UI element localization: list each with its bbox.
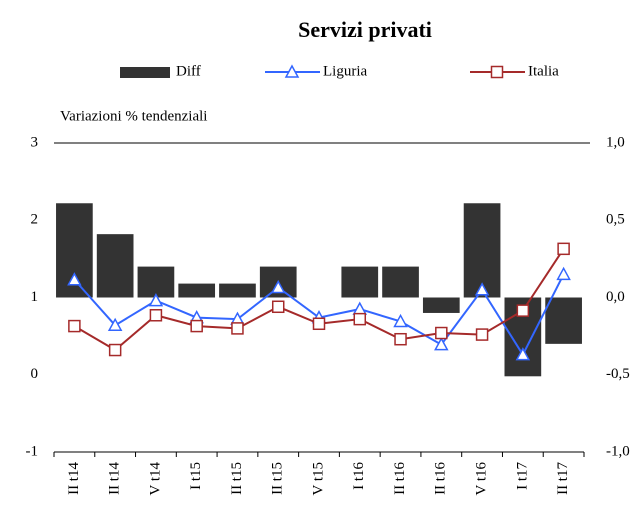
- marker: [353, 312, 367, 326]
- x-tick-label: I t16: [351, 462, 367, 490]
- legend-label: Italia: [528, 63, 559, 79]
- marker: [435, 326, 448, 340]
- bar: [545, 297, 582, 344]
- y-tick-label: -1: [26, 443, 39, 459]
- y-tick-label: 0: [31, 366, 39, 382]
- x-tick-label: II t17: [555, 462, 571, 495]
- y2-tick-label: -0,5: [606, 366, 630, 382]
- x-tick-label: II t16: [433, 462, 449, 495]
- marker: [107, 317, 123, 332]
- marker: [108, 343, 122, 357]
- bar: [341, 266, 379, 298]
- marker: [312, 317, 326, 331]
- x-tick-label: I t17: [514, 462, 530, 490]
- x-tick-label: II t15: [270, 462, 286, 495]
- marker: [270, 279, 286, 294]
- marker: [434, 337, 449, 351]
- y2-tick-label: -1,0: [606, 443, 630, 459]
- x-tick-label: V t15: [310, 462, 326, 495]
- legend-label: Diff: [176, 63, 201, 79]
- marker: [148, 293, 164, 307]
- marker: [474, 282, 490, 296]
- y-tick-label: 2: [31, 212, 39, 228]
- marker: [516, 304, 530, 317]
- marker: [515, 347, 531, 361]
- x-tick-label: I t15: [188, 462, 204, 490]
- marker: [475, 328, 489, 341]
- bar: [382, 266, 419, 298]
- legend-marker: [490, 65, 504, 79]
- marker: [557, 242, 570, 256]
- marker: [556, 266, 571, 281]
- bar: [178, 283, 216, 298]
- x-tick-label: II t14: [107, 462, 123, 495]
- x-tick-label: V t14: [147, 462, 163, 496]
- y2-tick-label: 1,0: [606, 134, 625, 150]
- annotation: Variazioni % tendenziali: [60, 108, 207, 124]
- y-tick-label: 1: [31, 289, 39, 305]
- bar: [219, 283, 256, 298]
- marker: [68, 319, 81, 333]
- bar: [422, 297, 460, 313]
- bar: [463, 203, 501, 298]
- x-tick-label: V t16: [474, 462, 490, 496]
- marker: [231, 322, 244, 335]
- bar: [137, 266, 175, 298]
- y2-tick-label: 0,0: [606, 289, 625, 305]
- legend-marker: [284, 64, 300, 78]
- marker: [67, 272, 82, 286]
- marker: [149, 309, 163, 322]
- y2-tick-label: 0,5: [606, 212, 625, 228]
- x-tick-label: II t15: [229, 462, 245, 495]
- bar: [96, 234, 134, 298]
- legend-label: Liguria: [323, 63, 367, 79]
- chart-title: Servizi privati: [298, 17, 432, 42]
- x-tick-label: II t16: [392, 462, 408, 495]
- y-tick-label: 3: [31, 134, 39, 150]
- marker: [394, 332, 407, 346]
- marker: [190, 319, 203, 333]
- legend-swatch: [120, 67, 170, 78]
- marker: [352, 301, 368, 315]
- marker: [271, 300, 285, 314]
- marker: [393, 313, 408, 328]
- x-tick-label: II t14: [66, 462, 82, 495]
